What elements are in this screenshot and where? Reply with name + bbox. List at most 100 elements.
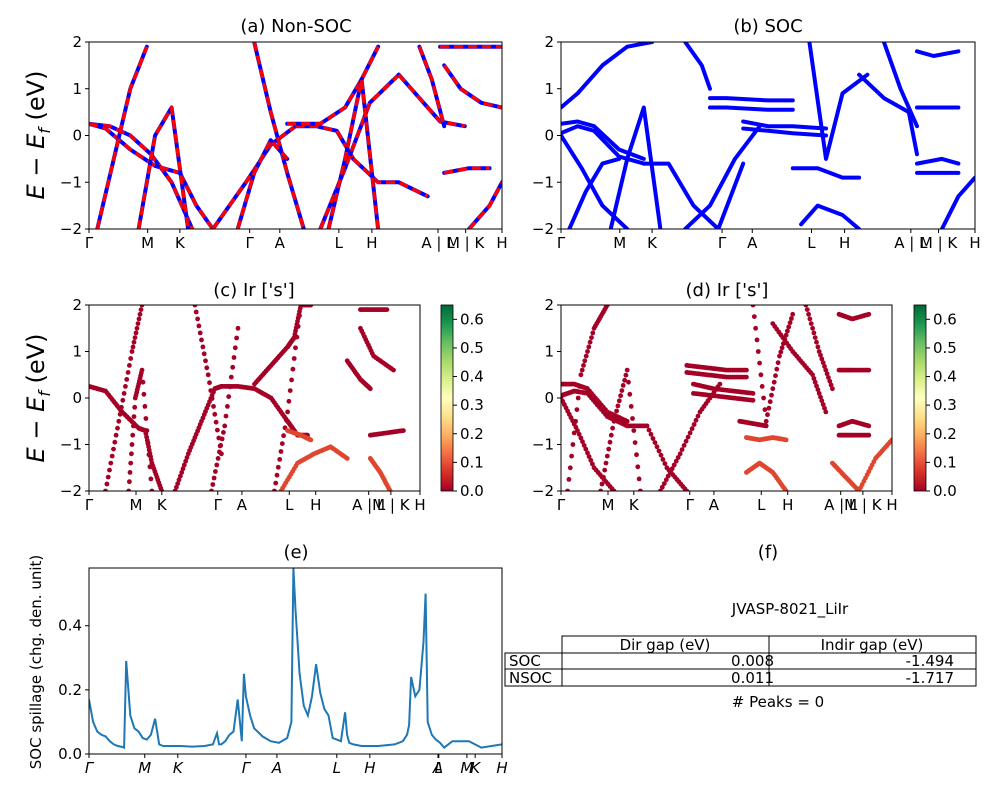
band-point [136,316,142,322]
panel-d-ir-s: (d) Ir ['s'] 210−1−2Γ M K Γ A L H A | LM | K H0.… [532,280,957,514]
band-point [818,352,823,358]
band-line [857,72,919,157]
band-point [308,305,314,308]
band-point [616,398,622,404]
band-point [778,349,784,355]
column-header-dir: Dir gap (eV) [620,636,711,654]
peaks-count: # Peaks = 0 [732,693,824,711]
band-point [213,469,218,474]
band-point [610,425,615,431]
band-point [146,452,152,458]
band-line [683,42,712,91]
band-point [646,427,652,433]
band-point [581,363,586,368]
panel-b-title: (b) SOC [733,16,802,37]
band-line [641,161,746,229]
colorbar-tick-label: 0.3 [933,396,957,414]
x-tick-label: A | L [421,234,455,252]
band-point [628,404,634,409]
plot-body [561,42,975,229]
band-point [632,440,638,445]
band-point [176,477,182,483]
band-point [823,409,829,415]
band-point [148,476,154,482]
band-point [133,330,139,336]
band-point [226,394,232,399]
band-point [308,437,314,443]
band-point [159,488,165,491]
band-point [673,458,679,464]
band-point [812,379,818,385]
band-point [143,416,149,421]
band-point [179,470,185,475]
band-point [141,391,147,397]
x-tick-label: M | K [447,234,486,252]
band-point [195,316,201,322]
band-point [644,423,650,429]
band-point [573,418,578,424]
x-tick-label: M | K [844,496,883,514]
band-point [806,311,811,317]
panel-c-ylabel: E − Ef (eV) [22,334,54,463]
band-point [807,316,813,322]
x-tick-label: A | L [824,496,858,514]
band-point [866,311,872,317]
panel-a-title: (a) Non-SOC [240,16,351,37]
panel-e-spillage: (e) 0.40.20.0Γ M K Γ A L H AL MK H SOC spillage (… [27,542,508,777]
band-point [130,344,136,350]
band-line [561,42,655,110]
colorbar-tick-label: 0.2 [460,425,484,443]
x-tick-label: M [613,234,626,252]
colorbar-tick-label: 0.1 [933,453,957,471]
band-line-nsoc [352,157,429,198]
band-point [648,431,654,437]
y-tick-label: 2 [72,296,82,314]
band-point [142,404,148,409]
x-tick-label: Γ [85,496,94,514]
y-tick-label: 0.2 [58,681,82,699]
band-line-nsoc [318,73,400,229]
band-point [105,474,111,480]
band-point [225,404,230,409]
band-point [211,475,217,481]
band-point [789,316,794,321]
band-point [779,345,785,351]
band-point [820,402,826,407]
colorbar-tick-label: 0.0 [933,482,957,500]
y-tick-label: −2 [60,482,82,500]
band-point [638,488,643,491]
band-point [815,387,821,392]
x-tick-label: L [285,496,294,514]
band-point [174,484,179,490]
nsoc-dir-gap: 0.011 [731,669,774,687]
band-point [286,398,292,404]
band-point [626,379,631,385]
band-point [227,384,233,390]
band-point [210,482,216,487]
band-point [679,447,685,452]
band-point [223,413,229,419]
band-point [285,409,290,415]
band-point [567,465,573,471]
colorbar-tick-label: 0.2 [933,425,957,443]
plot-body [89,42,502,229]
x-tick-label: K [173,759,184,777]
band-point [391,367,396,373]
band-line [741,119,828,131]
band-point [773,373,778,379]
material-name: JVASP-8021_LiIr [731,600,849,619]
band-line [567,156,621,229]
band-line [683,124,762,229]
band-point [588,457,594,463]
band-point [656,448,662,454]
spillage-line [89,568,502,749]
band-point [635,464,641,470]
band-point [866,367,872,373]
band-point [866,432,872,438]
band-line-nsoc [95,46,149,229]
x-tick-label: M [460,759,473,777]
band-point [124,377,130,382]
band-point [277,457,283,462]
band-point [750,305,756,308]
